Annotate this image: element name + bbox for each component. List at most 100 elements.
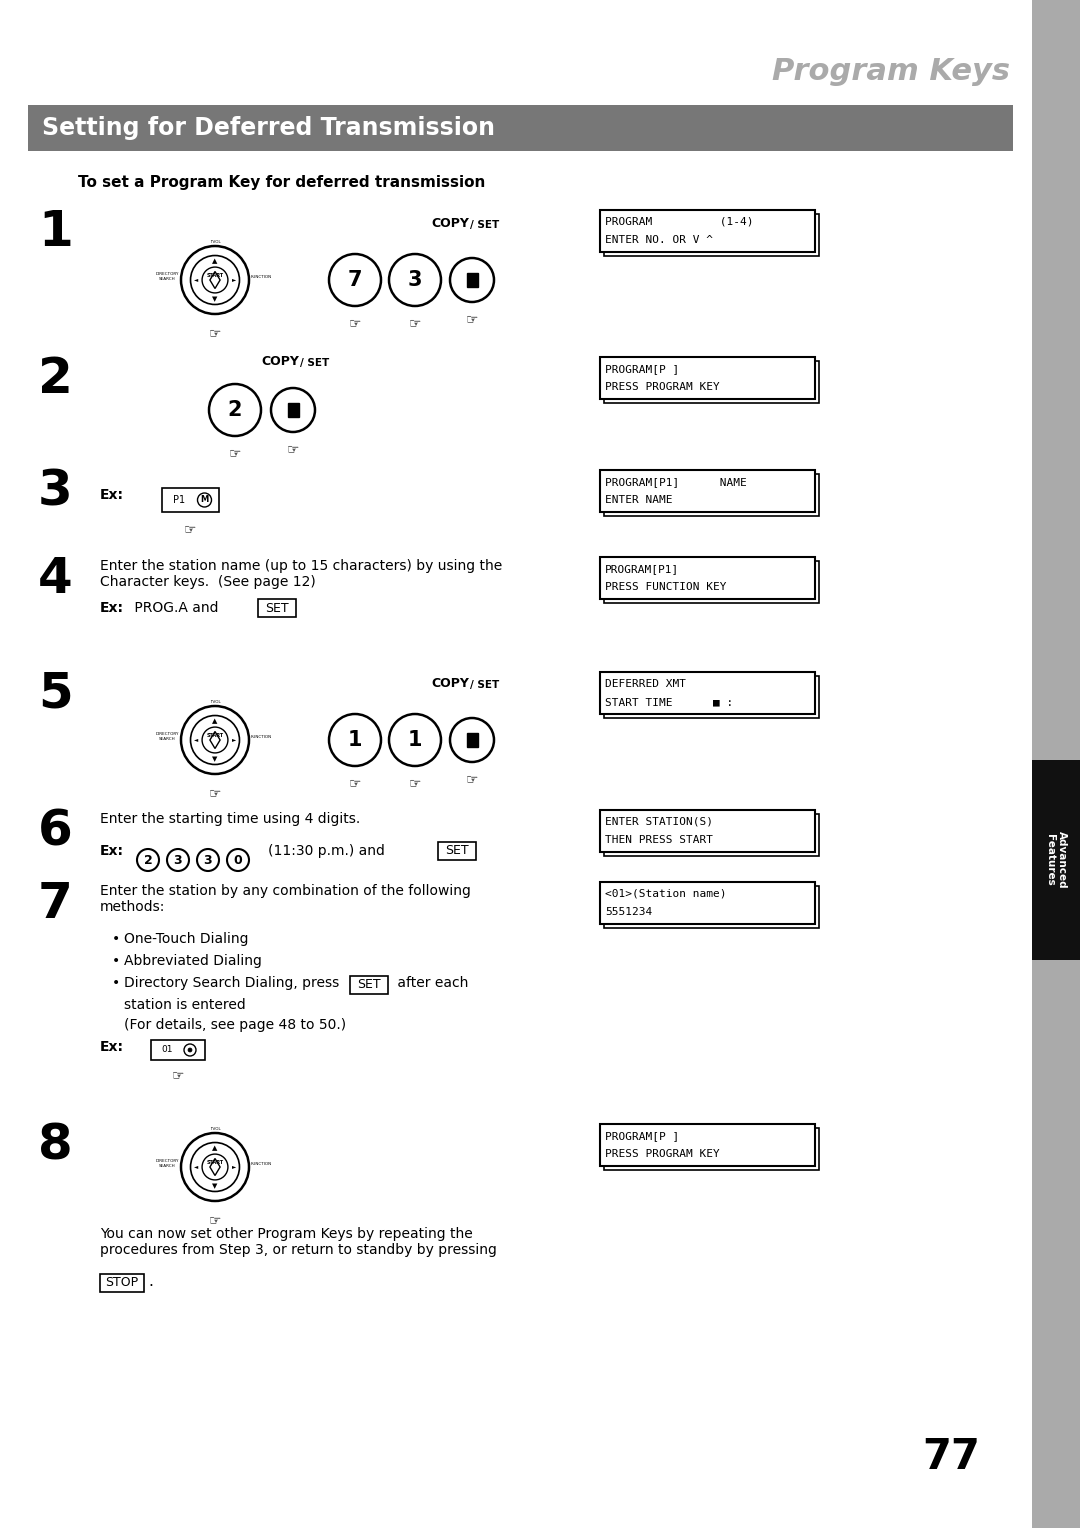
Text: FUNCTION: FUNCTION [251,1161,272,1166]
Text: Enter the station by any combination of the following
methods:: Enter the station by any combination of … [100,885,471,914]
Text: DEFERRED XMT: DEFERRED XMT [605,678,686,689]
Text: Ex:: Ex: [100,1041,124,1054]
Text: Directory Search Dialing, press: Directory Search Dialing, press [124,976,339,990]
Circle shape [389,714,441,766]
FancyBboxPatch shape [600,558,815,599]
Text: STOP: STOP [106,1276,138,1290]
FancyBboxPatch shape [1032,759,1080,960]
Text: ☞: ☞ [229,446,241,460]
Text: COPY: COPY [431,217,469,231]
Text: 01: 01 [161,1045,173,1054]
Circle shape [181,246,249,313]
Text: ☞: ☞ [349,776,361,790]
FancyBboxPatch shape [604,675,819,718]
Text: <01>(Station name): <01>(Station name) [605,889,727,898]
FancyBboxPatch shape [600,471,815,512]
FancyBboxPatch shape [287,403,298,417]
Circle shape [190,715,240,764]
Text: ►: ► [232,1164,237,1169]
Circle shape [181,706,249,775]
Text: SET: SET [266,602,288,614]
FancyBboxPatch shape [600,672,815,714]
Text: ▲: ▲ [213,1144,218,1151]
Text: 6: 6 [38,808,72,856]
Circle shape [210,384,261,435]
Text: 5: 5 [38,669,72,718]
Text: .: . [148,1274,153,1290]
Text: P1: P1 [173,495,185,504]
Text: FUNCTION: FUNCTION [251,735,272,738]
Circle shape [202,727,228,753]
FancyBboxPatch shape [604,214,819,257]
Text: (For details, see page 48 to 50.): (For details, see page 48 to 50.) [124,1018,346,1031]
Text: ☞: ☞ [349,316,361,330]
Text: 0: 0 [233,854,242,866]
FancyBboxPatch shape [600,1125,815,1166]
Text: 7: 7 [38,880,72,927]
FancyBboxPatch shape [604,1128,819,1170]
Text: ◄: ◄ [193,738,198,743]
Text: (11:30 p.m.) and: (11:30 p.m.) and [268,843,384,859]
Text: SET: SET [445,845,469,857]
Circle shape [202,267,228,293]
Text: •: • [112,932,120,946]
Text: PROGRAM[P1]: PROGRAM[P1] [605,564,679,573]
Circle shape [450,718,494,762]
Text: station is entered: station is entered [124,998,246,1012]
FancyBboxPatch shape [600,810,815,853]
Text: 8: 8 [38,1122,72,1170]
Text: 1: 1 [38,208,72,257]
Text: Ex:: Ex: [100,843,124,859]
Text: One-Touch Dialing: One-Touch Dialing [124,932,248,946]
Text: ◄: ◄ [193,278,198,283]
Text: ☞: ☞ [208,1213,221,1227]
Text: ENTER STATION(S): ENTER STATION(S) [605,817,713,827]
Text: PRESS PROGRAM KEY: PRESS PROGRAM KEY [605,1149,719,1160]
Text: PRESS FUNCTION KEY: PRESS FUNCTION KEY [605,582,727,593]
Text: Setting for Deferred Transmission: Setting for Deferred Transmission [42,116,495,141]
Circle shape [190,255,240,304]
Text: 77: 77 [922,1436,980,1478]
Circle shape [190,1143,240,1192]
Text: 1: 1 [408,730,422,750]
Text: after each: after each [393,976,469,990]
FancyBboxPatch shape [28,105,1013,151]
FancyBboxPatch shape [151,1041,205,1060]
Text: 3: 3 [38,468,72,516]
Text: ☞: ☞ [408,776,421,790]
FancyBboxPatch shape [600,882,815,924]
Text: ☞: ☞ [465,312,478,325]
Text: DIRECTORY
SEARCH: DIRECTORY SEARCH [156,1160,179,1167]
FancyBboxPatch shape [604,814,819,856]
FancyBboxPatch shape [162,487,218,512]
Text: START TIME      ■ :: START TIME ■ : [605,697,733,707]
Text: ►: ► [232,738,237,743]
Circle shape [450,258,494,303]
Text: ▼: ▼ [213,756,218,762]
Text: ☞: ☞ [465,772,478,785]
Text: THEN PRESS START: THEN PRESS START [605,836,713,845]
Text: ☞: ☞ [287,442,299,455]
Text: •: • [112,976,120,990]
Text: ☞: ☞ [172,1068,185,1082]
Text: ▼: ▼ [213,1183,218,1189]
Text: ↑VOL: ↑VOL [210,1128,221,1131]
Text: 3: 3 [204,854,213,866]
Text: PROGRAM          (1-4): PROGRAM (1-4) [605,217,754,226]
Text: You can now set other Program Keys by repeating the
procedures from Step 3, or r: You can now set other Program Keys by re… [100,1227,497,1258]
Text: 2: 2 [38,354,72,403]
Text: START: START [206,733,224,738]
FancyBboxPatch shape [1032,0,1080,1528]
Text: 2: 2 [228,400,242,420]
Text: Program Keys: Program Keys [772,58,1010,87]
Text: ☞: ☞ [184,523,197,536]
Text: SET: SET [357,978,381,992]
Circle shape [329,714,381,766]
Text: ►: ► [232,278,237,283]
Text: / SET: / SET [470,680,499,691]
Text: ENTER NAME: ENTER NAME [605,495,673,506]
Text: ☞: ☞ [408,316,421,330]
Circle shape [181,1132,249,1201]
Text: COPY: COPY [431,677,469,691]
Text: Ex:: Ex: [100,487,124,503]
